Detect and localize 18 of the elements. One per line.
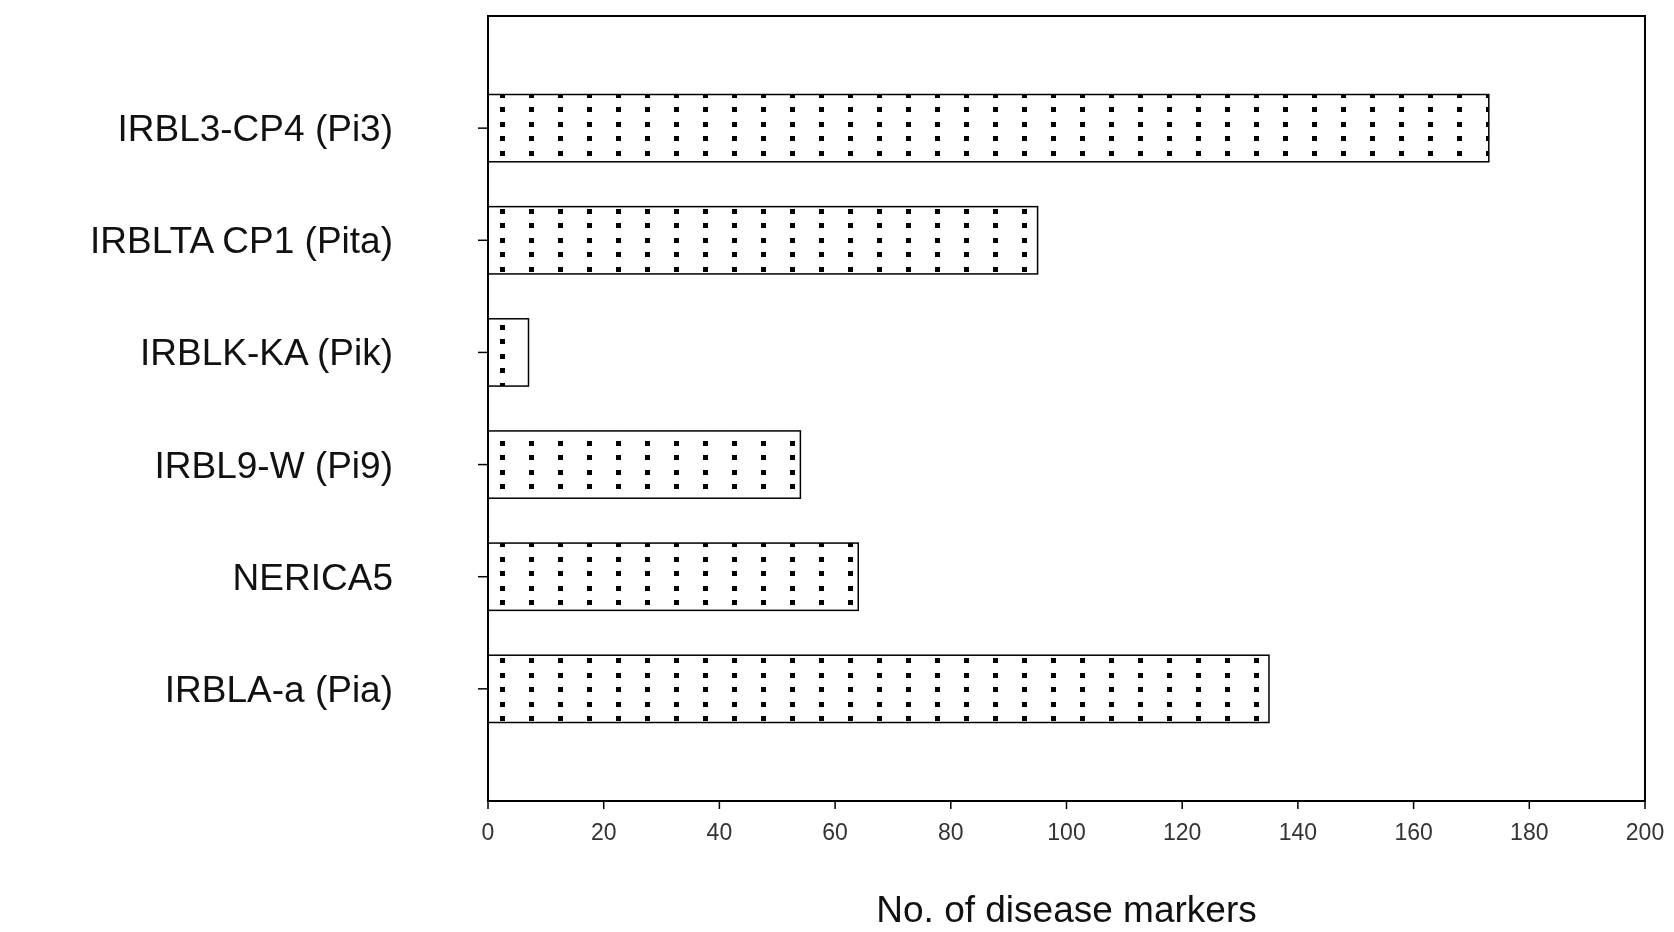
y-tick-label: IRBLA-a (Pia): [164, 668, 393, 710]
x-tick-label: 180: [1510, 819, 1549, 845]
x-tick-label: 120: [1163, 819, 1202, 845]
x-tick-label: 80: [938, 819, 964, 845]
y-tick-label: NERICA5: [232, 556, 393, 598]
x-tick-label: 100: [1047, 819, 1086, 845]
x-tick-label: 40: [706, 819, 733, 845]
y-tick-label: IRBLK-KA (Pik): [140, 332, 393, 374]
x-tick-label: 200: [1625, 819, 1665, 845]
x-tick-label: 140: [1278, 819, 1318, 845]
x-tick-label: 60: [822, 819, 848, 845]
x-axis-title: No. of disease markers: [876, 889, 1257, 930]
y-tick-label: IRBLTA CP1 (Pita): [90, 220, 393, 262]
x-tick-label: 160: [1394, 819, 1433, 845]
x-tick-label: 0: [481, 819, 495, 845]
x-tick-label: 20: [590, 819, 617, 845]
y-tick-label: IRBL9-W (Pi9): [154, 444, 393, 486]
y-tick-label: IRBL3-CP4 (Pi3): [117, 108, 393, 150]
